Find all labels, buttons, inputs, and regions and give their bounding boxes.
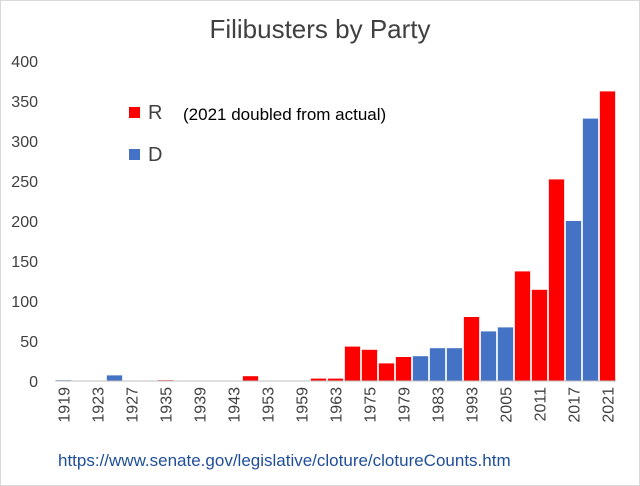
chart-annotation: (2021 doubled from actual) bbox=[183, 105, 386, 124]
x-tick-label: 1953 bbox=[261, 387, 278, 423]
legend: RD bbox=[129, 102, 162, 166]
x-tick-label: 2011 bbox=[533, 387, 550, 422]
bar-1925 bbox=[106, 375, 123, 381]
bar-2005 bbox=[497, 327, 514, 381]
y-tick-label: 100 bbox=[11, 294, 38, 311]
bar-2019 bbox=[582, 118, 599, 381]
bar-1965 bbox=[344, 346, 361, 381]
x-tick-label: 2021 bbox=[601, 387, 618, 423]
x-tick-label: 1919 bbox=[57, 387, 74, 423]
bar-1983 bbox=[429, 348, 446, 381]
legend-swatch-D bbox=[129, 149, 140, 160]
x-tick-label: 1963 bbox=[329, 387, 346, 423]
bar-1993 bbox=[463, 317, 480, 381]
x-tick-label: 2005 bbox=[499, 387, 516, 423]
x-tick-label: 1927 bbox=[125, 387, 142, 423]
x-tick-label: 1923 bbox=[91, 387, 108, 423]
x-axis-labels: 1919 1923 1927 1935 1939 1943 1953 1959 1963 1975… bbox=[57, 387, 618, 423]
x-tick-label: 1959 bbox=[295, 387, 312, 423]
bar-1963 bbox=[327, 378, 344, 381]
x-tick-label: 1983 bbox=[431, 387, 448, 423]
x-tick-label: 1939 bbox=[193, 387, 210, 423]
y-tick-label: 400 bbox=[11, 54, 38, 71]
bar-2017 bbox=[565, 221, 582, 381]
legend-label-D: D bbox=[148, 144, 162, 166]
bar-2021 bbox=[599, 91, 616, 382]
y-tick-label: 250 bbox=[11, 174, 38, 191]
bar-2007 bbox=[514, 271, 531, 381]
y-tick-label: 0 bbox=[29, 374, 38, 391]
x-tick-label: 1975 bbox=[363, 387, 380, 423]
bar-2013 bbox=[548, 179, 565, 381]
y-axis-labels: 0 50 100 150 200 250 300 350 400 bbox=[11, 54, 38, 391]
bar-1987 bbox=[446, 348, 463, 381]
x-tick-label: 1943 bbox=[227, 387, 244, 423]
bar-1981 bbox=[412, 356, 429, 381]
chart-title: Filibusters by Party bbox=[209, 14, 431, 44]
x-tick-label: 1993 bbox=[465, 387, 482, 423]
y-tick-label: 200 bbox=[11, 214, 38, 231]
x-tick-label: 2017 bbox=[567, 387, 584, 423]
bar-2011 bbox=[531, 289, 548, 381]
bar-1945 bbox=[242, 376, 259, 381]
bar-1995 bbox=[480, 331, 497, 381]
x-tick-label: 1935 bbox=[159, 387, 176, 423]
legend-swatch-R bbox=[129, 107, 140, 118]
bar-1977 bbox=[378, 363, 395, 381]
bar-1961 bbox=[310, 378, 327, 381]
y-tick-label: 150 bbox=[11, 254, 38, 271]
y-tick-label: 300 bbox=[11, 134, 38, 151]
y-tick-label: 50 bbox=[20, 334, 38, 351]
bar-1979 bbox=[395, 357, 412, 381]
bar-1975 bbox=[361, 349, 378, 381]
source-link[interactable]: https://www.senate.gov/legislative/clotu… bbox=[58, 451, 511, 470]
legend-label-R: R bbox=[148, 102, 162, 124]
y-tick-label: 350 bbox=[11, 94, 38, 111]
x-tick-label: 1979 bbox=[397, 387, 414, 423]
bars bbox=[55, 91, 616, 382]
